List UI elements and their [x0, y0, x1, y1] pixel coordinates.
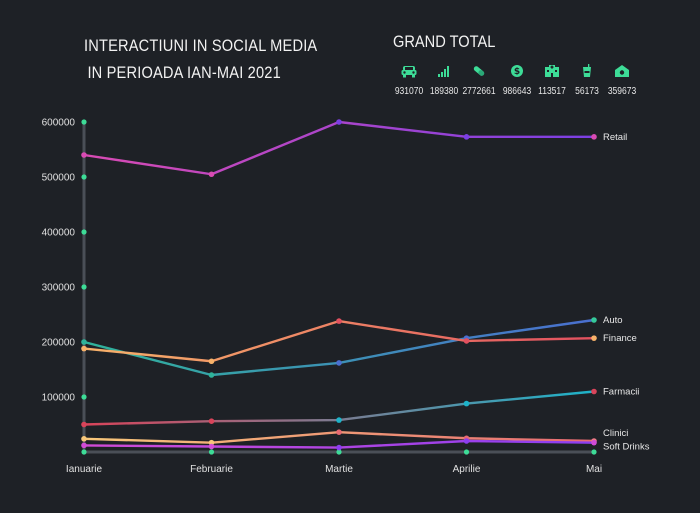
total-value: 113517 [538, 86, 566, 97]
data-point [208, 439, 215, 446]
data-point [81, 421, 87, 428]
data-point [591, 439, 597, 446]
x-tick-label: Martie [325, 464, 353, 475]
data-point [336, 444, 342, 451]
total-soft-drink: 56173 [564, 64, 610, 97]
series-retail: Retail [81, 119, 627, 178]
soft-drink-icon [583, 64, 591, 77]
data-point [591, 134, 597, 140]
series-line [83, 319, 595, 363]
x-tick-label: Februarie [190, 464, 233, 475]
data-point [336, 429, 342, 436]
data-point [208, 418, 215, 425]
y-tick-labels: 600000 500000 400000 300000 200000 100000 [42, 118, 87, 404]
hospital-icon [545, 65, 559, 77]
signal-bars-icon [438, 66, 449, 77]
data-point [208, 443, 215, 450]
data-point [208, 372, 215, 378]
y-tick-marker [81, 174, 87, 180]
series-label: Auto [603, 315, 623, 326]
data-point [591, 335, 597, 341]
data-point [336, 417, 342, 423]
title-line-1: INTERACTIUNI IN SOCIAL MEDIA [84, 36, 318, 55]
data-point [81, 152, 87, 158]
data-point [463, 134, 470, 140]
x-tick-labels: Ianuarie Februarie Martie Aprilie Mai [66, 449, 602, 475]
y-tick-label: 600000 [42, 118, 76, 129]
data-point [336, 119, 342, 125]
series-auto: Auto [81, 315, 623, 378]
data-point [336, 360, 342, 366]
total-dollar: $ 986643 [494, 64, 540, 97]
y-tick-label: 400000 [42, 228, 76, 239]
total-hospital: 113517 [529, 64, 575, 97]
series-soft-drinks: Soft Drinks [81, 438, 650, 453]
data-point [81, 345, 87, 352]
data-point [591, 317, 597, 323]
dollar-coin-icon: $ [511, 65, 523, 77]
series-label: Clinici [603, 428, 628, 439]
data-point [463, 438, 470, 444]
chart-title: INTERACTIUNI IN SOCIAL MEDIA IN PERIOADA… [84, 32, 317, 86]
x-tick-marker [591, 449, 597, 455]
total-value: 2772661 [462, 86, 496, 97]
x-tick-label: Ianuarie [66, 464, 103, 475]
y-tick-marker [81, 229, 87, 235]
total-value: 359673 [607, 86, 637, 97]
pill-icon [473, 66, 485, 76]
total-value: 931070 [394, 86, 424, 97]
y-tick-marker [81, 394, 87, 400]
series-finance: Finance [81, 318, 637, 365]
data-point [208, 171, 215, 178]
data-point [336, 318, 342, 324]
x-tick-marker [208, 449, 215, 455]
series-line [83, 120, 594, 176]
data-point [81, 442, 87, 449]
y-tick-label: 500000 [42, 173, 76, 184]
totals-row: 931070 189380 2772661 $ 986643 [386, 64, 662, 104]
x-tick-label: Aprilie [453, 464, 481, 475]
svg-text:$: $ [514, 67, 520, 77]
y-tick-marker [81, 284, 87, 290]
data-point [81, 339, 87, 345]
y-tick-marker [81, 119, 87, 125]
total-value: 56173 [575, 86, 599, 97]
y-tick-label: 100000 [42, 393, 76, 404]
x-tick-marker [336, 449, 342, 455]
series-label: Finance [603, 333, 637, 344]
total-value: 189380 [429, 86, 459, 97]
shop-icon [615, 65, 629, 77]
total-pill: 2772661 [456, 64, 502, 97]
series-label: Soft Drinks [603, 442, 650, 453]
car-icon [401, 66, 417, 78]
y-tick-label: 300000 [42, 283, 76, 294]
series-label: Retail [603, 132, 627, 143]
data-point [463, 400, 470, 407]
series-label: Farmacii [603, 387, 639, 398]
series-line [83, 318, 595, 377]
total-value: 986643 [502, 86, 532, 97]
data-point [463, 338, 470, 344]
title-line-2: IN PERIOADA IAN-MAI 2021 [87, 63, 281, 82]
x-tick-marker [463, 449, 470, 455]
x-tick-label: Mai [586, 464, 602, 475]
total-signal: 189380 [421, 64, 467, 97]
total-car: 931070 [386, 64, 432, 97]
grand-total-heading: GRAND TOTAL [393, 32, 496, 51]
x-tick-marker [81, 449, 87, 455]
data-point [591, 388, 597, 395]
series-lines: Retail Auto Finance Farmacii Clinici Soft Dri… [81, 119, 650, 453]
data-point [208, 358, 215, 365]
data-point [81, 436, 87, 442]
total-shop: 359673 [599, 64, 645, 97]
y-tick-label: 200000 [42, 338, 76, 349]
series-farmacii: Farmacii [81, 387, 639, 428]
